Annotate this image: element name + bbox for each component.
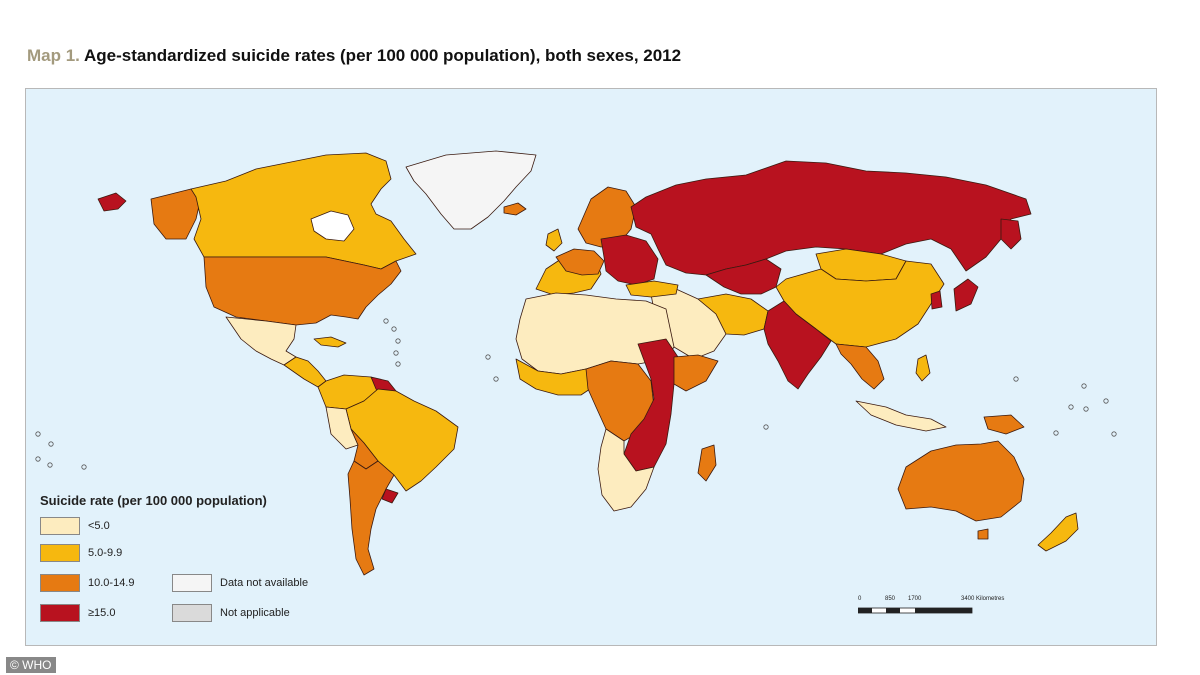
region-new-zealand[interactable] [1037,512,1079,552]
region-caribbean[interactable] [313,336,347,348]
region-argentina[interactable] [347,460,395,576]
region-korea[interactable] [930,290,943,310]
region-madagascar[interactable] [697,444,717,482]
map-frame [25,88,1157,646]
region-eastern-europe[interactable] [600,234,659,286]
region-greenland[interactable] [405,150,537,230]
scale-label: 850 [885,596,896,602]
legend-item-not-applicable: Not applicable [172,604,290,622]
hudson-bay [310,210,355,242]
legend-swatch [40,574,80,592]
region-japan[interactable] [953,278,979,312]
credit: © WHO [6,657,56,673]
region-png[interactable] [983,414,1025,435]
region-uk[interactable] [545,228,563,252]
legend-label: <5.0 [88,520,110,532]
region-canada[interactable] [190,152,417,270]
region-iceland[interactable] [503,202,527,216]
legend-item-very-low: <5.0 [40,517,110,535]
island-markers [35,318,1117,470]
region-russia[interactable] [630,160,1032,276]
map-title-text: Age-standardized suicide rates (per 100 … [84,46,682,65]
region-philippines[interactable] [915,354,931,382]
region-kazakhstan[interactable] [705,258,782,295]
legend-label: ≥15.0 [88,607,116,619]
region-india[interactable] [763,300,832,390]
scale-bar [858,607,973,614]
legend-item-no-data: Data not available [172,574,308,592]
region-usa[interactable] [203,256,402,326]
legend-swatch [40,517,80,535]
legend-item-high: ≥15.0 [40,604,115,622]
region-southeast-asia[interactable] [835,343,885,390]
region-australia[interactable] [897,440,1025,522]
region-indonesia[interactable] [855,400,947,432]
region-kamchatka[interactable] [1000,218,1022,250]
world-map [35,150,1117,576]
legend-swatch [40,604,80,622]
legend-swatch [172,574,212,592]
region-horn-of-africa[interactable] [673,354,719,392]
region-alaska[interactable] [97,192,127,212]
legend-swatch [172,604,212,622]
region-central-america[interactable] [283,356,327,388]
region-uruguay[interactable] [381,488,399,504]
region-mexico[interactable] [225,316,297,366]
legend-label: Not applicable [220,607,290,619]
region-central-europe[interactable] [555,248,605,276]
legend-swatch [40,544,80,562]
region-turkey[interactable] [625,280,679,298]
region-tasmania[interactable] [977,528,989,540]
legend-item-low: 5.0-9.9 [40,544,122,562]
region-canada-west[interactable] [150,188,202,240]
map-title: Map 1. Age-standardized suicide rates (p… [27,46,681,66]
scale-label: 0 [858,596,862,602]
region-southern-africa[interactable] [597,428,655,512]
scale-label: 1700 [908,596,922,602]
legend-label: Data not available [220,577,309,589]
legend-label: 5.0-9.9 [88,547,123,559]
legend-item-medium: 10.0-14.9 [40,574,134,592]
legend-title: Suicide rate (per 100 000 population) [40,493,267,508]
scale-label: 3400 Kilometres [961,596,1005,602]
map-number: Map 1. [27,46,80,65]
legend-label: 10.0-14.9 [88,577,135,589]
